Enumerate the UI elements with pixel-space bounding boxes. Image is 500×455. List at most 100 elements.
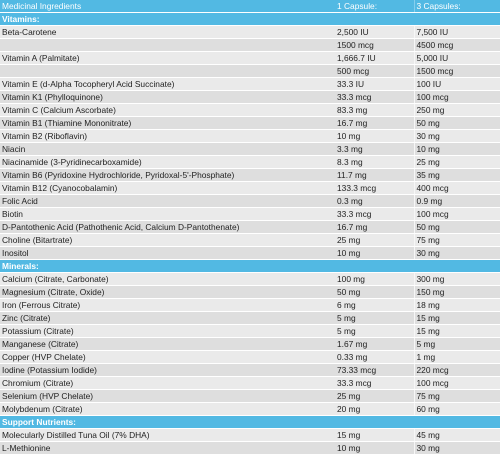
ingredient-name: Chromium (Citrate)	[0, 376, 335, 390]
ingredient-name: D-Pantothenic Acid (Pathothenic Acid, Ca…	[0, 220, 335, 234]
ingredient-name: L-Methionine	[0, 441, 335, 455]
ingredient-name: Vitamin C (Calcium Ascorbate)	[0, 103, 335, 117]
dose-3-capsules: 60 mg	[413, 402, 500, 416]
table-row: 1500 mcg 4500 mcg	[0, 38, 500, 52]
dose-3-capsules: 30 mg	[413, 129, 500, 143]
dose-1-capsule: 73.33 mcg	[335, 363, 414, 377]
table-row: Iodine (Potassium Iodide) 73.33 mcg 220 mc…	[0, 363, 500, 377]
table-row: Manganese (Citrate) 1.67 mg 5 mg	[0, 337, 500, 351]
table-row: L-Methionine 10 mg 30 mg	[0, 441, 500, 455]
ingredient-name: Vitamin B6 (Pyridoxine Hydrochloride, Py…	[0, 168, 335, 182]
dose-1-capsule: 100 mg	[335, 272, 414, 286]
ingredient-name: Vitamin E (d-Alpha Tocopheryl Acid Succi…	[0, 77, 335, 91]
ingredient-name: Iodine (Potassium Iodide)	[0, 363, 335, 377]
ingredient-name: Calcium (Citrate, Carbonate)	[0, 272, 335, 286]
table-row: Selenium (HVP Chelate) 25 mg 75 mg	[0, 389, 500, 403]
table-row: Potassium (Citrate) 5 mg 15 mg	[0, 324, 500, 338]
ingredient-name: Zinc (Citrate)	[0, 311, 335, 325]
dose-1-capsule: 3.3 mg	[335, 142, 414, 156]
dose-3-capsules: 4500 mcg	[413, 38, 500, 52]
dose-1-capsule: 2,500 IU	[335, 25, 414, 39]
dose-3-capsules: 45 mg	[413, 428, 500, 442]
dose-1-capsule: 50 mg	[335, 285, 414, 299]
dose-1-capsule: 8.3 mg	[335, 155, 414, 169]
dose-3-capsules: 35 mg	[413, 168, 500, 182]
dose-1-capsule: 133.3 mcg	[335, 181, 414, 195]
ingredient-name	[0, 64, 335, 78]
dose-3-capsules: 75 mg	[413, 233, 500, 247]
table-row: Vitamin C (Calcium Ascorbate) 83.3 mg 250 …	[0, 103, 500, 117]
header-1-capsule: 1 Capsule:	[335, 0, 414, 13]
dose-3-capsules: 1500 mcg	[413, 64, 500, 78]
ingredient-name: Vitamin B12 (Cyanocobalamin)	[0, 181, 335, 195]
table-row: Magnesium (Citrate, Oxide) 50 mg 150 mg	[0, 285, 500, 299]
table-row: Copper (HVP Chelate) 0.33 mg 1 mg	[0, 350, 500, 364]
table-row: Calcium (Citrate, Carbonate) 100 mg 300 mg	[0, 272, 500, 286]
dose-3-capsules: 300 mg	[413, 272, 500, 286]
dose-1-capsule: 25 mg	[335, 389, 414, 403]
ingredient-name: Manganese (Citrate)	[0, 337, 335, 351]
ingredient-name: Potassium (Citrate)	[0, 324, 335, 338]
dose-3-capsules: 100 IU	[413, 77, 500, 91]
dose-1-capsule: 5 mg	[335, 311, 414, 325]
dose-1-capsule: 0.3 mg	[335, 194, 414, 208]
ingredient-name: Folic Acid	[0, 194, 335, 208]
dose-1-capsule: 15 mg	[335, 428, 414, 442]
ingredient-name: Copper (HVP Chelate)	[0, 350, 335, 364]
dose-3-capsules: 50 mg	[413, 116, 500, 130]
dose-3-capsules: 100 mcg	[413, 90, 500, 104]
table-body: Vitamins: Beta-Carotene 2,500 IU 7,500 IU 15…	[0, 12, 500, 455]
table-row: Beta-Carotene 2,500 IU 7,500 IU	[0, 25, 500, 39]
dose-3-capsules: 18 mg	[413, 298, 500, 312]
header-ingredient: Medicinal Ingredients	[0, 0, 335, 13]
table-row: Biotin 33.3 mcg 100 mcg	[0, 207, 500, 221]
section-header-row: Minerals:	[0, 259, 500, 273]
dose-3-capsules: 15 mg	[413, 311, 500, 325]
table-row: Choline (Bitartrate) 25 mg 75 mg	[0, 233, 500, 247]
table-row: 500 mcg 1500 mcg	[0, 64, 500, 78]
table-row: Vitamin B12 (Cyanocobalamin) 133.3 mcg 400…	[0, 181, 500, 195]
table-row: Niacinamide (3-Pyridinecarboxamide) 8.3 m…	[0, 155, 500, 169]
dose-1-capsule: 1500 mcg	[335, 38, 414, 52]
dose-3-capsules: 30 mg	[413, 246, 500, 260]
dose-1-capsule: 33.3 mcg	[335, 90, 414, 104]
ingredient-name: Beta-Carotene	[0, 25, 335, 39]
ingredient-name: Vitamin K1 (Phylloquinone)	[0, 90, 335, 104]
dose-1-capsule: 83.3 mg	[335, 103, 414, 117]
dose-3-capsules: 150 mg	[413, 285, 500, 299]
ingredient-name: Inositol	[0, 246, 335, 260]
ingredient-name: Niacin	[0, 142, 335, 156]
dose-1-capsule: 500 mcg	[335, 64, 414, 78]
table-row: Zinc (Citrate) 5 mg 15 mg	[0, 311, 500, 325]
table-row: Folic Acid 0.3 mg 0.9 mg	[0, 194, 500, 208]
dose-1-capsule: 33.3 mcg	[335, 376, 414, 390]
dose-1-capsule: 1,666.7 IU	[335, 51, 414, 65]
ingredient-name: Iron (Ferrous Citrate)	[0, 298, 335, 312]
ingredient-name: Vitamin B1 (Thiamine Mononitrate)	[0, 116, 335, 130]
table-row: Molecularly Distilled Tuna Oil (7% DHA) 1…	[0, 428, 500, 442]
dose-1-capsule: 10 mg	[335, 246, 414, 260]
dose-1-capsule: 0.33 mg	[335, 350, 414, 364]
dose-3-capsules: 1 mg	[413, 350, 500, 364]
table-row: Vitamin B1 (Thiamine Mononitrate) 16.7 mg…	[0, 116, 500, 130]
dose-3-capsules: 100 mcg	[413, 376, 500, 390]
section-title: Vitamins:	[0, 12, 500, 26]
table-header-row: Medicinal Ingredients 1 Capsule: 3 Capsu…	[0, 0, 500, 13]
table-row: Niacin 3.3 mg 10 mg	[0, 142, 500, 156]
ingredient-name: Vitamin B2 (Riboflavin)	[0, 129, 335, 143]
dose-1-capsule: 33.3 IU	[335, 77, 414, 91]
table-row: Vitamin E (d-Alpha Tocopheryl Acid Succi…	[0, 77, 500, 91]
ingredient-name: Molybdenum (Citrate)	[0, 402, 335, 416]
table-row: Chromium (Citrate) 33.3 mcg 100 mcg	[0, 376, 500, 390]
dose-1-capsule: 16.7 mg	[335, 116, 414, 130]
dose-3-capsules: 50 mg	[413, 220, 500, 234]
ingredient-name: Niacinamide (3-Pyridinecarboxamide)	[0, 155, 335, 169]
dose-3-capsules: 5 mg	[413, 337, 500, 351]
dose-1-capsule: 20 mg	[335, 402, 414, 416]
section-title: Minerals:	[0, 259, 500, 273]
section-header-row: Support Nutrients:	[0, 415, 500, 429]
ingredient-name: Vitamin A (Palmitate)	[0, 51, 335, 65]
dose-3-capsules: 75 mg	[413, 389, 500, 403]
dose-3-capsules: 5,000 IU	[413, 51, 500, 65]
